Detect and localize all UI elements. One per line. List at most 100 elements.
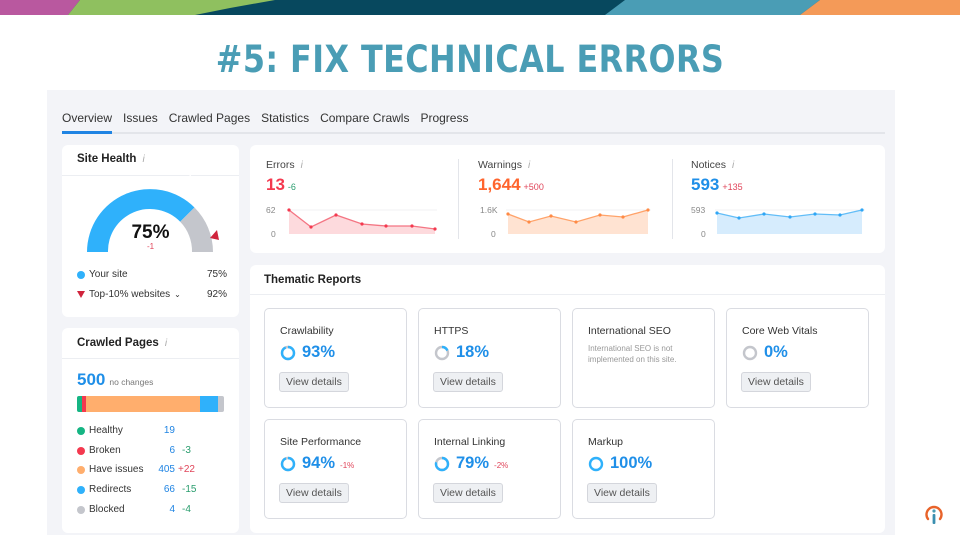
row-label: Broken xyxy=(89,445,121,456)
report-score: 93% xyxy=(280,343,335,362)
legend-label: Top-10% websites xyxy=(89,289,171,300)
report-score: 79% -2% xyxy=(434,454,508,473)
row-change: -15 xyxy=(182,484,197,495)
progress-ring-icon xyxy=(280,456,296,471)
blocked-dot-icon xyxy=(77,505,85,514)
site-health-title-text: Site Health xyxy=(77,153,137,165)
progress-ring-icon xyxy=(742,345,758,360)
report-score: 100% xyxy=(588,454,652,473)
view-details-button[interactable]: View details xyxy=(279,483,349,503)
row-value: 405 xyxy=(158,464,175,475)
report-title: Internal Linking xyxy=(434,436,506,448)
crawled-pages-card: Crawled Pages i 500 no changes Healthy 19… xyxy=(62,328,239,533)
crawled-row-healthy[interactable]: Healthy 19 xyxy=(77,425,227,436)
warnings-label: Warnings i xyxy=(478,159,531,171)
tab-crawled-pages[interactable]: Crawled Pages xyxy=(168,111,251,125)
report-markup: Markup 100% View details xyxy=(572,419,715,519)
site-health-card: Site Health i 75% -1 Your site 75% Top-10… xyxy=(62,145,239,317)
report-title: International SEO xyxy=(588,325,671,337)
thematic-reports-card: Thematic Reports Crawlability 93% View d… xyxy=(250,265,885,533)
chevron-down-icon[interactable]: ⌄ xyxy=(174,290,181,299)
legend-top-10: Top-10% websites ⌄ 92% xyxy=(77,289,227,300)
your-site-dot-icon xyxy=(77,270,85,279)
progress-ring-icon xyxy=(434,456,450,471)
crawled-row-blocked[interactable]: Blocked 4 -4 xyxy=(77,504,227,515)
notices-value: 593 +135 xyxy=(691,175,743,194)
report-score: 0% xyxy=(742,343,788,362)
crawled-row-redirects[interactable]: Redirects 66 -15 xyxy=(77,484,227,495)
legend-label: Your site xyxy=(89,269,128,280)
tab-overview[interactable]: Overview xyxy=(62,110,113,134)
row-value: 6 xyxy=(169,445,175,456)
row-label: Have issues xyxy=(89,464,144,475)
errors-value: 13 -6 xyxy=(266,175,296,194)
crawled-total-note: no changes xyxy=(109,377,154,387)
report-score: 94% -1% xyxy=(280,454,354,473)
axis-max: 593 xyxy=(691,205,706,215)
row-label: Redirects xyxy=(89,484,132,495)
row-label: Blocked xyxy=(89,504,125,515)
report-crawlability: Crawlability 93% View details xyxy=(264,308,407,408)
redirects-dot-icon xyxy=(77,485,85,494)
report-internal-linking: Internal Linking 79% -2% View details xyxy=(418,419,561,519)
axis-min: 0 xyxy=(701,229,706,239)
metric-errors[interactable]: Errors i 13 -6 62 0 xyxy=(250,145,460,253)
slide-title: #5: FIX TECHNICAL ERRORS xyxy=(215,38,725,81)
info-icon[interactable]: i xyxy=(527,160,531,171)
report-site-performance: Site Performance 94% -1% View details xyxy=(264,419,407,519)
progress-ring-icon xyxy=(434,345,450,360)
crawled-pages-title-text: Crawled Pages xyxy=(77,337,159,349)
metric-warnings[interactable]: Warnings i 1,644 +500 1.6K 0 xyxy=(462,145,672,253)
axis-min: 0 xyxy=(491,229,496,239)
view-details-button[interactable]: View details xyxy=(433,372,503,392)
site-audit-screenshot: Overview Issues Crawled Pages Statistics… xyxy=(47,90,895,535)
info-icon[interactable]: i xyxy=(142,154,145,165)
report-change: -2% xyxy=(494,460,509,470)
info-icon[interactable]: i xyxy=(164,338,168,349)
axis-min: 0 xyxy=(271,229,276,239)
report-https: HTTPS 18% View details xyxy=(418,308,561,408)
tab-statistics[interactable]: Statistics xyxy=(261,111,310,125)
have-issues-dot-icon xyxy=(77,465,85,474)
tab-compare-crawls[interactable]: Compare Crawls xyxy=(320,111,410,125)
crawled-pages-bar xyxy=(77,396,224,412)
errors-label: Errors i xyxy=(266,159,303,171)
report-title: Markup xyxy=(588,436,624,448)
report-title: HTTPS xyxy=(434,325,469,337)
separator xyxy=(458,159,459,239)
row-change: +22 xyxy=(178,464,195,475)
health-score: 75% xyxy=(131,222,170,243)
site-health-title: Site Health i xyxy=(77,153,145,165)
warnings-value: 1,644 +500 xyxy=(478,175,544,194)
view-details-button[interactable]: View details xyxy=(587,483,657,503)
legend-value: 92% xyxy=(206,289,227,300)
broken-dot-icon xyxy=(77,446,85,455)
health-change: -1 xyxy=(146,242,155,251)
crawled-row-have-issues[interactable]: Have issues 405 +22 xyxy=(77,464,227,475)
view-details-button[interactable]: View details xyxy=(741,372,811,392)
divider xyxy=(250,294,885,295)
triangle-marker-icon xyxy=(77,291,85,298)
report-change: -1% xyxy=(340,460,355,470)
row-value: 4 xyxy=(169,504,175,515)
info-pin-logo-icon xyxy=(924,504,944,531)
tab-bar: Overview Issues Crawled Pages Statistics… xyxy=(62,110,885,134)
legend-value: 75% xyxy=(206,269,227,280)
tab-issues[interactable]: Issues xyxy=(123,111,158,125)
axis-max: 1.6K xyxy=(480,205,498,215)
notices-label: Notices i xyxy=(691,159,735,171)
report-note: International SEO is not implemented on … xyxy=(588,344,677,364)
errors-sparkline xyxy=(287,208,437,234)
report-title: Core Web Vitals xyxy=(742,325,818,337)
crawled-row-broken[interactable]: Broken 6 -3 xyxy=(77,445,227,456)
notices-sparkline xyxy=(715,208,865,234)
info-icon[interactable]: i xyxy=(732,160,735,171)
tab-progress[interactable]: Progress xyxy=(420,111,469,125)
view-details-button[interactable]: View details xyxy=(433,483,503,503)
metric-notices[interactable]: Notices i 593 +135 593 0 xyxy=(675,145,885,253)
divider xyxy=(62,175,239,176)
thematic-reports-title: Thematic Reports xyxy=(264,274,362,286)
crawled-total-value: 500 xyxy=(77,370,106,389)
info-icon[interactable]: i xyxy=(300,160,303,171)
view-details-button[interactable]: View details xyxy=(279,372,349,392)
